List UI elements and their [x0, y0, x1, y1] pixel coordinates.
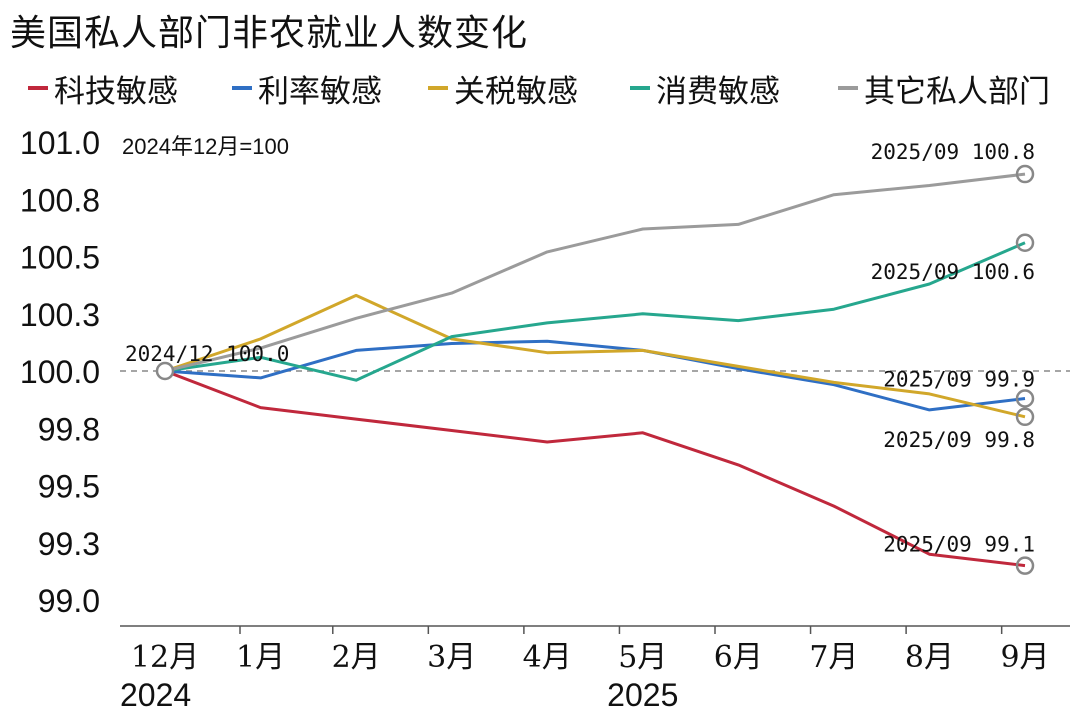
series-line	[164, 369, 1026, 568]
x-tick-label: 6月	[714, 640, 763, 675]
y-tick-label: 99.5	[38, 469, 100, 505]
y-tick-label: 99.3	[38, 526, 100, 562]
x-tick-label: 8月	[905, 640, 954, 675]
legend-label: 利率敏感	[258, 73, 382, 110]
legend-item: 科技敏感	[28, 66, 178, 110]
x-tick-label: 12月	[131, 640, 199, 675]
series-line	[164, 241, 1026, 382]
legend-label: 消费敏感	[656, 73, 780, 110]
annotation-label: 2025/09 99.9	[883, 367, 1035, 391]
series-line	[164, 339, 1026, 412]
chart-legend: 科技敏感 利率敏感 关税敏感 消费敏感 其它私人部门	[0, 66, 1080, 110]
annotation-label: 2025/09 99.1	[883, 533, 1035, 557]
annotation-label: 2025/09 100.6	[871, 260, 1035, 284]
legend-swatch	[630, 86, 650, 90]
y-tick-label: 101.0	[20, 125, 100, 161]
x-tick-label: 7月	[809, 640, 858, 675]
end-marker	[1015, 233, 1035, 253]
legend-label: 关税敏感	[454, 73, 578, 110]
end-marker	[1015, 164, 1035, 184]
y-tick-label: 100.3	[20, 297, 100, 333]
y-tick-label: 99.8	[38, 411, 100, 447]
legend-swatch	[28, 86, 48, 90]
legend-item: 消费敏感	[630, 66, 780, 110]
legend-item: 利率敏感	[232, 66, 382, 110]
annotation-label: 2024/12 100.0	[125, 342, 289, 366]
annotation-label: 2025/09 100.8	[871, 140, 1035, 164]
annotation-label: 2025/09 99.8	[883, 428, 1035, 452]
x-tick-label: 3月	[427, 640, 476, 675]
x-tick-label: 4月	[523, 640, 572, 675]
x-tick-label: 1月	[236, 640, 285, 675]
end-marker	[1015, 389, 1035, 408]
legend-swatch	[838, 86, 858, 90]
x-year-label: 2024	[120, 677, 191, 713]
x-tick-label: 2月	[332, 640, 381, 675]
chart-title: 美国私人部门非农就业人数变化	[10, 13, 529, 54]
end-marker	[1015, 407, 1035, 427]
legend-label: 其它私人部门	[864, 73, 1050, 110]
legend-swatch	[428, 86, 448, 90]
base-note: 2024年12月=100	[122, 134, 289, 159]
y-tick-label: 100.8	[20, 182, 100, 218]
end-marker	[1015, 556, 1035, 575]
y-tick-label: 100.5	[20, 240, 100, 276]
legend-item: 关税敏感	[428, 66, 578, 110]
x-tick-label: 9月	[1000, 640, 1049, 675]
y-tick-label: 100.0	[20, 354, 100, 390]
legend-item: 其它私人部门	[838, 66, 1050, 110]
y-tick-label: 99.0	[38, 583, 100, 619]
x-year-label: 2025	[607, 677, 678, 713]
x-tick-label: 5月	[618, 640, 667, 675]
legend-swatch	[232, 86, 252, 90]
start-marker	[155, 361, 175, 381]
series-line	[164, 172, 1026, 373]
legend-label: 科技敏感	[54, 73, 178, 110]
series-line	[164, 293, 1026, 419]
